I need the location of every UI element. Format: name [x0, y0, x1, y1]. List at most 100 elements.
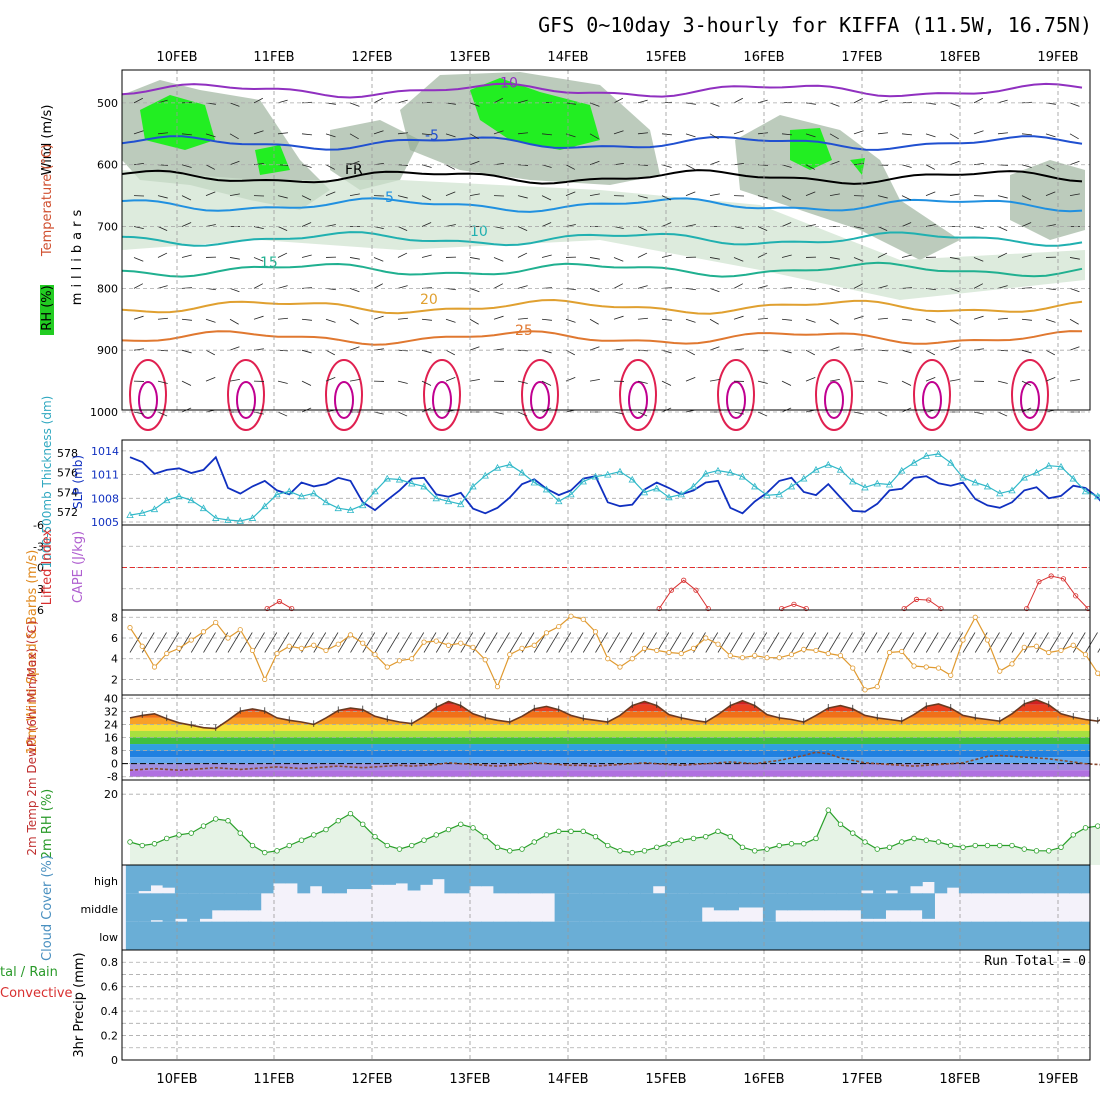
wind-barb: [421, 380, 432, 386]
wind-speed-marker: [470, 644, 476, 650]
surface-wind-barb: [1048, 632, 1062, 653]
cloud-high-bar: [530, 865, 543, 894]
surface-wind-barb: [717, 632, 731, 653]
cloud-low-bar: [640, 921, 654, 950]
rh-marker: [360, 821, 366, 827]
cloud-high-bar: [468, 865, 482, 887]
tick-label: -3: [33, 540, 44, 553]
wind-speed-marker: [703, 635, 709, 641]
rh-marker: [286, 842, 292, 849]
wind-barb: [1021, 254, 1032, 258]
cloud-high-bar: [824, 865, 837, 894]
wind-speed-marker: [188, 637, 194, 643]
thickness-marker: [787, 482, 796, 490]
contour-label: 5: [385, 190, 394, 206]
wind-barb: [973, 315, 984, 320]
temp-band: [130, 750, 1090, 758]
wind-barb: [541, 222, 552, 227]
tick-label: 0: [111, 1054, 118, 1067]
surface-wind-barb: [264, 632, 278, 653]
wind-speed-marker: [494, 684, 501, 690]
tick-label: middle: [80, 903, 118, 916]
wind-barb: [277, 132, 288, 135]
wind-speed-marker: [629, 656, 635, 662]
rh-marker: [617, 848, 623, 854]
wind-barb: [877, 252, 888, 258]
cloud-low-bar: [554, 921, 568, 950]
cloud-low-bar: [787, 921, 801, 950]
lifted-index-marker: [681, 577, 687, 583]
wind-barb: [421, 164, 432, 168]
wind-panel: 2 4 6 8: [111, 609, 1100, 696]
thickness-marker: [812, 465, 820, 473]
cloud-middle-bar: [652, 893, 666, 922]
cloud-high-bar: [223, 865, 237, 894]
surface-wind-barb: [374, 632, 388, 653]
wind-barb: [421, 318, 432, 321]
cloud-middle-bar: [909, 893, 923, 911]
wind-barb: [397, 411, 408, 417]
rh-marker: [739, 844, 746, 850]
cloud-middle-bar: [922, 893, 935, 919]
wind-barb: [349, 346, 360, 351]
bottom-date-label: 15FEB: [645, 1072, 686, 1087]
cloud-high-bar: [1032, 865, 1046, 894]
rh-marker: [972, 842, 978, 849]
rh-marker: [458, 821, 464, 827]
cloud-high-bar: [554, 865, 568, 894]
wind-barb: [349, 378, 360, 382]
tick-label: 2: [111, 673, 118, 686]
wind-barb: [997, 285, 1008, 289]
warm-contour-inner: [236, 381, 256, 419]
wind-speed-marker: [984, 637, 991, 643]
wind-barb: [229, 378, 240, 382]
temperature-contour: [121, 169, 1083, 185]
wind-barb: [325, 318, 336, 323]
bottom-date-label: 16FEB: [743, 1072, 784, 1087]
wind-speed-marker: [1070, 642, 1076, 648]
wind-barb: [517, 99, 528, 104]
thickness-marker: [763, 491, 771, 499]
rh-marker: [678, 837, 684, 843]
temp-band: [130, 770, 1090, 777]
cloud-low-bar: [444, 921, 458, 950]
wind-speed-marker: [298, 645, 305, 651]
cloud-low-bar: [187, 921, 200, 950]
rh-marker: [519, 846, 525, 852]
slp-line: [129, 455, 1100, 515]
thickness-marker: [996, 489, 1004, 497]
rh-marker: [654, 844, 660, 850]
wind-barb: [205, 164, 216, 170]
cloud-low-bar: [860, 921, 874, 950]
thickness-marker: [1069, 474, 1077, 482]
wind-barb: [829, 378, 840, 382]
wind-barb: [277, 195, 288, 199]
surface-wind-barb: [399, 632, 412, 653]
cloud-low-bar: [407, 921, 421, 950]
wind-barb: [733, 130, 744, 135]
cloud-high-bar: [775, 865, 788, 894]
rh-marker: [200, 823, 207, 829]
wind-barb: [133, 226, 144, 230]
cloud-high-bar: [419, 865, 433, 885]
wind-barb: [757, 380, 768, 384]
cloud-low-bar: [419, 921, 433, 950]
cloud-high-bar: [1044, 865, 1058, 894]
wind-speed-marker: [911, 663, 917, 669]
rh-marker: [384, 842, 390, 849]
cloud-middle-bar: [689, 893, 703, 922]
wind-barb: [541, 349, 552, 354]
temperature-contour: [121, 330, 1083, 346]
wind-barb: [277, 99, 288, 104]
cloud-ylabel: Cloud Cover (%): [40, 855, 55, 961]
wind-barb: [421, 254, 432, 258]
surface-wind-barb: [190, 632, 204, 653]
cloud-low-bar: [836, 921, 850, 950]
thickness-marker: [1081, 487, 1090, 495]
wind-barb: [445, 318, 456, 323]
bottom-date-label: 14FEB: [547, 1072, 588, 1087]
cloud-high-bar: [664, 865, 678, 894]
surface-wind-barb: [840, 632, 853, 653]
cloud-high-bar: [787, 865, 801, 894]
cloud-low-bar: [885, 921, 899, 950]
